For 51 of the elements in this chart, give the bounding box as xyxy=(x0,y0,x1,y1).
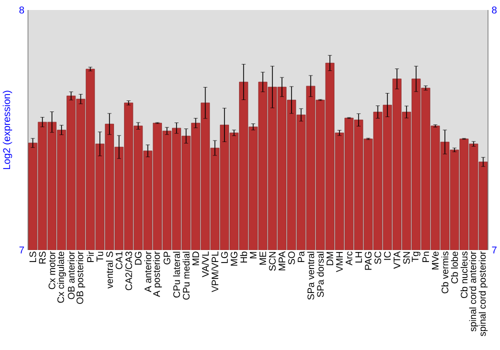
x-tick-label: DG xyxy=(134,252,142,265)
x-tick-label: Arc xyxy=(346,251,352,266)
x-tick-label: DM xyxy=(326,252,334,266)
x-tick-label: VPM/VPL xyxy=(211,252,218,292)
x-tick-label: MD xyxy=(192,252,199,266)
x-tick-label: Cx cingulate xyxy=(57,252,66,303)
x-tick-label: ME xyxy=(260,252,266,265)
x-tick-label: A posterior xyxy=(152,251,162,297)
x-tick-label: Tg xyxy=(412,252,420,262)
x-tick-label: RS xyxy=(39,252,46,264)
x-tick-label: Cb nucleus xyxy=(460,252,468,298)
x-tick-label: MG xyxy=(230,252,238,266)
x-tick-label: MVe xyxy=(432,252,439,270)
x-tick-label: LG xyxy=(221,252,228,264)
x-tick-label: CA1 xyxy=(116,252,122,270)
x-tick-label: LS xyxy=(29,252,36,262)
x-tick-label: CA2/CA3 xyxy=(125,252,132,290)
x-tick-label: SPa dorsal xyxy=(316,252,324,298)
x-tick-label: Hb xyxy=(240,252,248,263)
x-tick-label: A anterior xyxy=(144,251,152,292)
x-tick-label: OB posterior xyxy=(76,251,86,304)
y2-tick-label: 8 xyxy=(492,6,497,14)
x-tick-label: Pn xyxy=(422,252,429,262)
y-axis-title: Log2 (expression) xyxy=(2,90,12,170)
x-tick-label: Tu xyxy=(96,252,104,262)
x-tick-label: SCN xyxy=(269,252,276,271)
x-tick-label: CPu medial xyxy=(182,252,190,300)
x-tick-label: VA/VL xyxy=(202,252,209,278)
x-tick-label: SO xyxy=(288,252,295,264)
x-tick-label: spinal cord posterior xyxy=(478,251,488,336)
x-tick-label: OB anterior xyxy=(68,251,75,300)
x-tick-label: Cb vermis xyxy=(441,252,448,294)
x-tick-label: Pir xyxy=(86,251,94,262)
x-tick-label: SC xyxy=(374,252,382,264)
x-tick-label: ventral S xyxy=(106,252,113,289)
x-tick-label: MPA xyxy=(278,251,286,270)
x-tick-label: Pa xyxy=(298,251,304,262)
x-tick-label: LH xyxy=(355,252,362,263)
x-tick-label: spinal cord anterior xyxy=(469,251,478,332)
y2-tick-label: 7 xyxy=(492,246,497,254)
x-tick-label: IC xyxy=(384,252,391,260)
x-tick-label: Cx motor xyxy=(48,251,56,290)
x-tick-label: VTA xyxy=(394,251,400,269)
x-tick-label: SPa ventral xyxy=(307,252,314,300)
x-tick-label: M xyxy=(250,252,256,258)
x-tick-label: PAG xyxy=(364,252,372,270)
x-tick-label: GP xyxy=(164,252,170,264)
x-tick-label: CPu lateral xyxy=(173,252,180,298)
x-tick-label: Cb lobe xyxy=(450,252,458,284)
x-tick-label: VMH xyxy=(336,252,343,272)
x-tick-label: SN xyxy=(403,252,410,264)
